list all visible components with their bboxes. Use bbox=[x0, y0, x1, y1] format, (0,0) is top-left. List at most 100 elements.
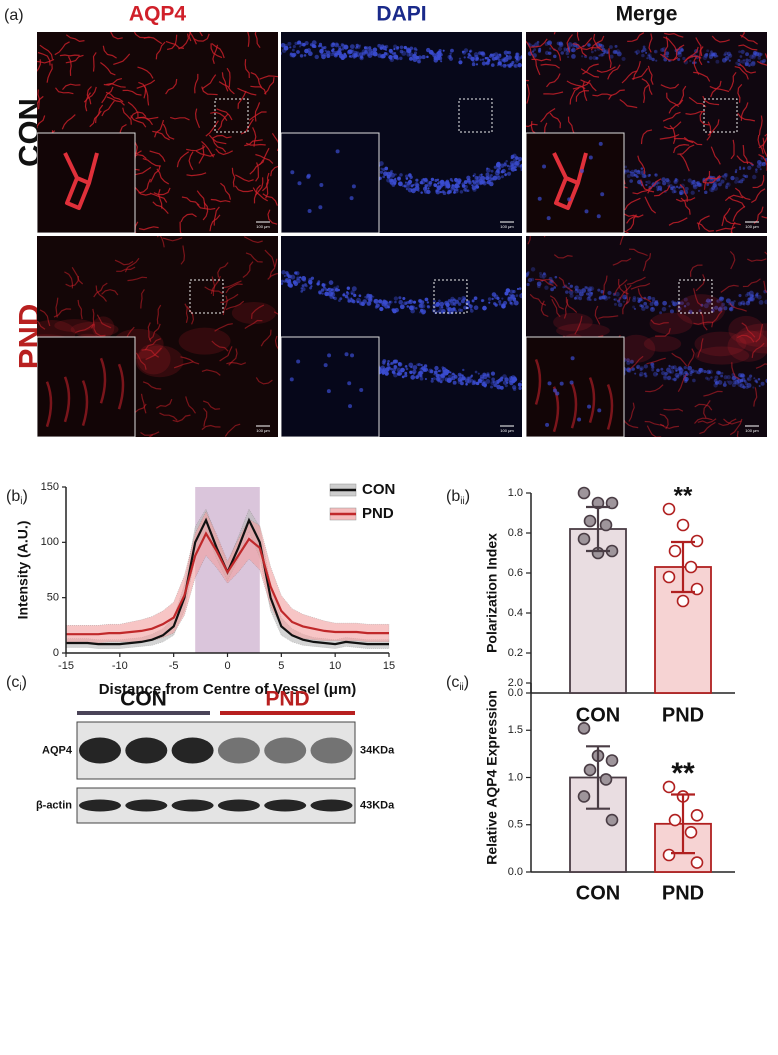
scale-bar-label: 100 μm bbox=[500, 428, 514, 433]
line bbox=[66, 531, 389, 636]
nucleus bbox=[469, 307, 473, 311]
nucleus bbox=[412, 57, 418, 63]
nucleus bbox=[420, 363, 423, 367]
nucleus bbox=[587, 288, 592, 293]
micrograph: 100 μm bbox=[37, 32, 278, 233]
nucleus bbox=[390, 172, 396, 178]
vessel bbox=[575, 37, 593, 50]
nucleus bbox=[667, 371, 670, 374]
nucleus bbox=[589, 286, 595, 291]
nucleus bbox=[319, 48, 324, 54]
nucleus bbox=[472, 187, 477, 192]
nucleus bbox=[399, 49, 404, 54]
nucleus bbox=[533, 48, 537, 52]
nucleus bbox=[671, 378, 674, 381]
vessel bbox=[55, 297, 59, 318]
nucleus bbox=[505, 54, 509, 58]
nucleus bbox=[613, 298, 616, 301]
nucleus bbox=[753, 377, 756, 380]
data-point bbox=[690, 856, 704, 869]
nucleus bbox=[341, 47, 345, 51]
vessel bbox=[750, 188, 766, 204]
nucleus bbox=[489, 181, 494, 187]
nucleus bbox=[749, 374, 753, 378]
vessel bbox=[535, 278, 554, 287]
nucleus bbox=[571, 47, 576, 53]
nucleus bbox=[629, 171, 632, 174]
roi-box bbox=[433, 279, 468, 314]
vessel bbox=[572, 43, 587, 57]
vessel bbox=[641, 78, 653, 95]
vessel bbox=[141, 348, 160, 358]
nucleus bbox=[565, 290, 569, 294]
inset-nucleus bbox=[580, 168, 585, 173]
nucleus bbox=[706, 49, 710, 53]
nucleus bbox=[451, 372, 455, 376]
nucleus bbox=[415, 306, 418, 310]
nucleus bbox=[486, 167, 489, 170]
nucleus bbox=[710, 376, 713, 379]
nucleus bbox=[632, 298, 637, 303]
bar bbox=[569, 528, 627, 694]
nucleus bbox=[710, 188, 715, 193]
data-point bbox=[662, 570, 676, 584]
nucleus bbox=[677, 50, 682, 55]
vessel bbox=[210, 276, 221, 295]
vessel bbox=[703, 170, 711, 190]
vessel bbox=[558, 276, 573, 292]
vessel bbox=[220, 182, 232, 200]
vessel bbox=[127, 101, 139, 119]
nucleus bbox=[442, 49, 445, 52]
nucleus bbox=[655, 300, 659, 304]
nucleus bbox=[418, 299, 422, 303]
vessel bbox=[732, 205, 746, 222]
nucleus bbox=[624, 165, 628, 169]
nucleus bbox=[357, 54, 360, 58]
inset-nucleus bbox=[555, 391, 560, 396]
vessel bbox=[715, 226, 736, 232]
vessel bbox=[216, 108, 233, 121]
blot-band bbox=[310, 737, 353, 764]
nucleus bbox=[591, 50, 594, 54]
nucleus bbox=[708, 370, 711, 374]
nucleus bbox=[662, 300, 668, 306]
vessel bbox=[764, 53, 767, 59]
x-tick-label: CON bbox=[576, 704, 620, 726]
inset-nucleus bbox=[545, 422, 550, 427]
nucleus bbox=[419, 374, 423, 378]
nucleus bbox=[433, 373, 436, 376]
blot-strip bbox=[76, 787, 356, 824]
nucleus bbox=[714, 375, 719, 380]
vessel bbox=[122, 107, 132, 125]
nucleus bbox=[754, 170, 758, 174]
vessel bbox=[130, 115, 147, 128]
vessel bbox=[165, 78, 178, 95]
nucleus bbox=[457, 377, 463, 382]
nucleus bbox=[444, 300, 449, 306]
nucleus bbox=[768, 64, 771, 67]
vessel bbox=[751, 342, 765, 358]
nucleus bbox=[758, 299, 764, 305]
nucleus bbox=[490, 371, 496, 376]
nucleus bbox=[344, 54, 347, 57]
nucleus bbox=[721, 296, 725, 300]
nucleus bbox=[742, 385, 746, 389]
nucleus bbox=[292, 52, 297, 57]
vessel bbox=[140, 393, 147, 414]
vessel bbox=[576, 32, 580, 41]
nucleus bbox=[557, 46, 563, 52]
nucleus bbox=[737, 301, 743, 306]
nucleus bbox=[655, 59, 658, 62]
nucleus bbox=[500, 163, 505, 168]
nucleus bbox=[678, 186, 681, 189]
nucleus bbox=[756, 160, 762, 165]
channel-header: DAPI bbox=[376, 3, 426, 26]
nucleus bbox=[690, 190, 695, 195]
nucleus bbox=[719, 297, 723, 301]
nucleus bbox=[698, 367, 704, 373]
vessel bbox=[624, 284, 629, 305]
nucleus bbox=[479, 58, 482, 62]
vessel bbox=[46, 63, 53, 83]
data-point bbox=[583, 514, 597, 528]
channel-header: AQP4 bbox=[129, 3, 187, 26]
